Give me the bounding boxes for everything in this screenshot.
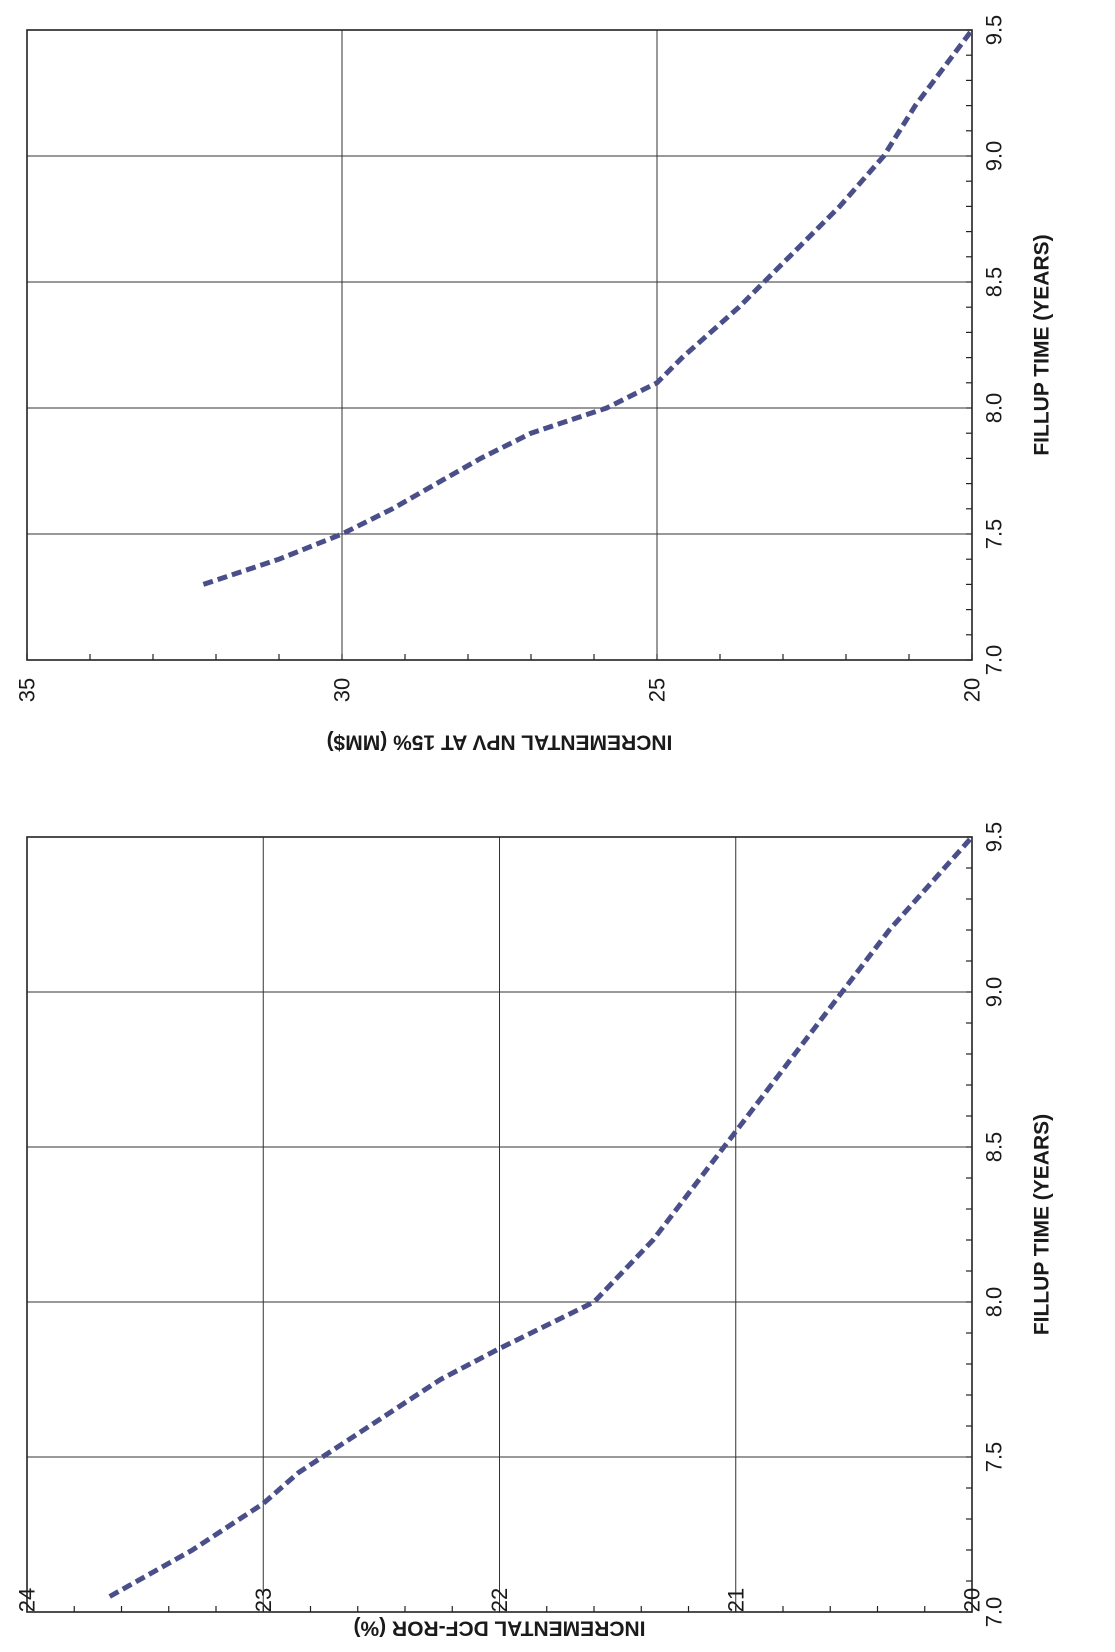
chart-1: 7.0 7.5 8.0 8.5 9.0 9.5 20 25 30 35 FILLUP TIME (Y… [15,15,1054,754]
y-tick-label-20: 20 [960,678,985,702]
x-tick-label-9.0: 9.0 [982,977,1007,1008]
x-tick-label-9.5: 9.5 [982,822,1007,853]
y-tick-label-25: 25 [645,678,670,702]
chart-2: 7.0 7.5 8.0 8.5 9.0 9.5 20 21 22 23 24 FILLUP TIME … [15,822,1054,1640]
y-tick-label-22: 22 [487,1588,512,1612]
series-line-1 [202,28,974,587]
x-axis-label: FILLUP TIME (YEARS) [1031,1114,1054,1335]
y-tick-label-35: 35 [15,678,40,702]
y-tick-label-20: 20 [960,1588,985,1612]
x-tick-label-7.0: 7.0 [982,1597,1007,1628]
x-tick-label-7.5: 7.5 [982,519,1007,550]
y-tick-label-21: 21 [723,1588,748,1612]
x-tick-label-7.0: 7.0 [982,645,1007,676]
x-tick-label-9.5: 9.5 [982,15,1007,46]
x-tick-label-9.0: 9.0 [982,141,1007,172]
y-tick-label-24: 24 [15,1588,40,1612]
x-tick-label-8.5: 8.5 [982,1132,1007,1163]
y-axis-label: INCREMENTAL NPV AT 15% (MM$) [327,731,673,754]
y-tick-label-23: 23 [251,1588,276,1612]
series-line-1 [108,835,974,1599]
plot-frame [26,29,973,661]
x-tick-label-8.0: 8.0 [982,1287,1007,1318]
x-tick-label-8.0: 8.0 [982,393,1007,424]
x-tick-label-7.5: 7.5 [982,1442,1007,1473]
x-axis-label: FILLUP TIME (YEARS) [1031,234,1054,455]
y-axis-label: INCREMENTAL DCF-ROR (%) [353,1617,645,1640]
plot-frame [26,836,973,1613]
y-tick-label-30: 30 [330,678,355,702]
x-tick-label-8.5: 8.5 [982,267,1007,298]
